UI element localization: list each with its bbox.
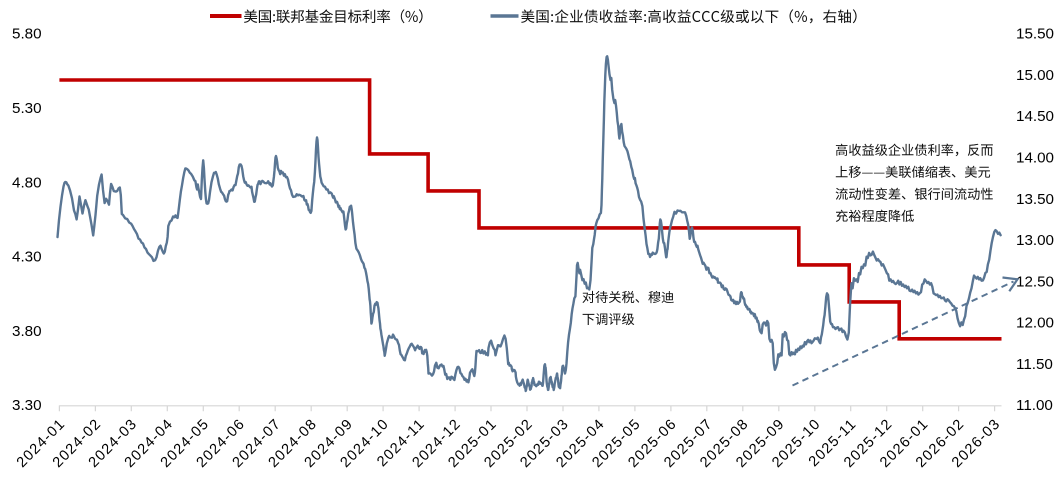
svg-text:15.00: 15.00	[1016, 67, 1054, 84]
svg-text:5.80: 5.80	[12, 26, 42, 43]
svg-text:4.80: 4.80	[12, 174, 42, 191]
svg-text:12.00: 12.00	[1016, 315, 1054, 332]
svg-text:13.50: 13.50	[1016, 191, 1054, 208]
svg-text:14.50: 14.50	[1016, 108, 1054, 125]
svg-text:14.00: 14.00	[1016, 150, 1054, 167]
svg-text:13.00: 13.00	[1016, 232, 1054, 249]
svg-text:12.50: 12.50	[1016, 273, 1054, 290]
svg-text:5.30: 5.30	[12, 100, 42, 117]
svg-text:4.30: 4.30	[12, 249, 42, 266]
svg-text:11.00: 11.00	[1016, 397, 1053, 414]
svg-text:15.50: 15.50	[1016, 26, 1054, 43]
svg-text:3.30: 3.30	[12, 397, 42, 414]
svg-text:3.80: 3.80	[12, 323, 42, 340]
svg-text:11.50: 11.50	[1016, 356, 1053, 373]
